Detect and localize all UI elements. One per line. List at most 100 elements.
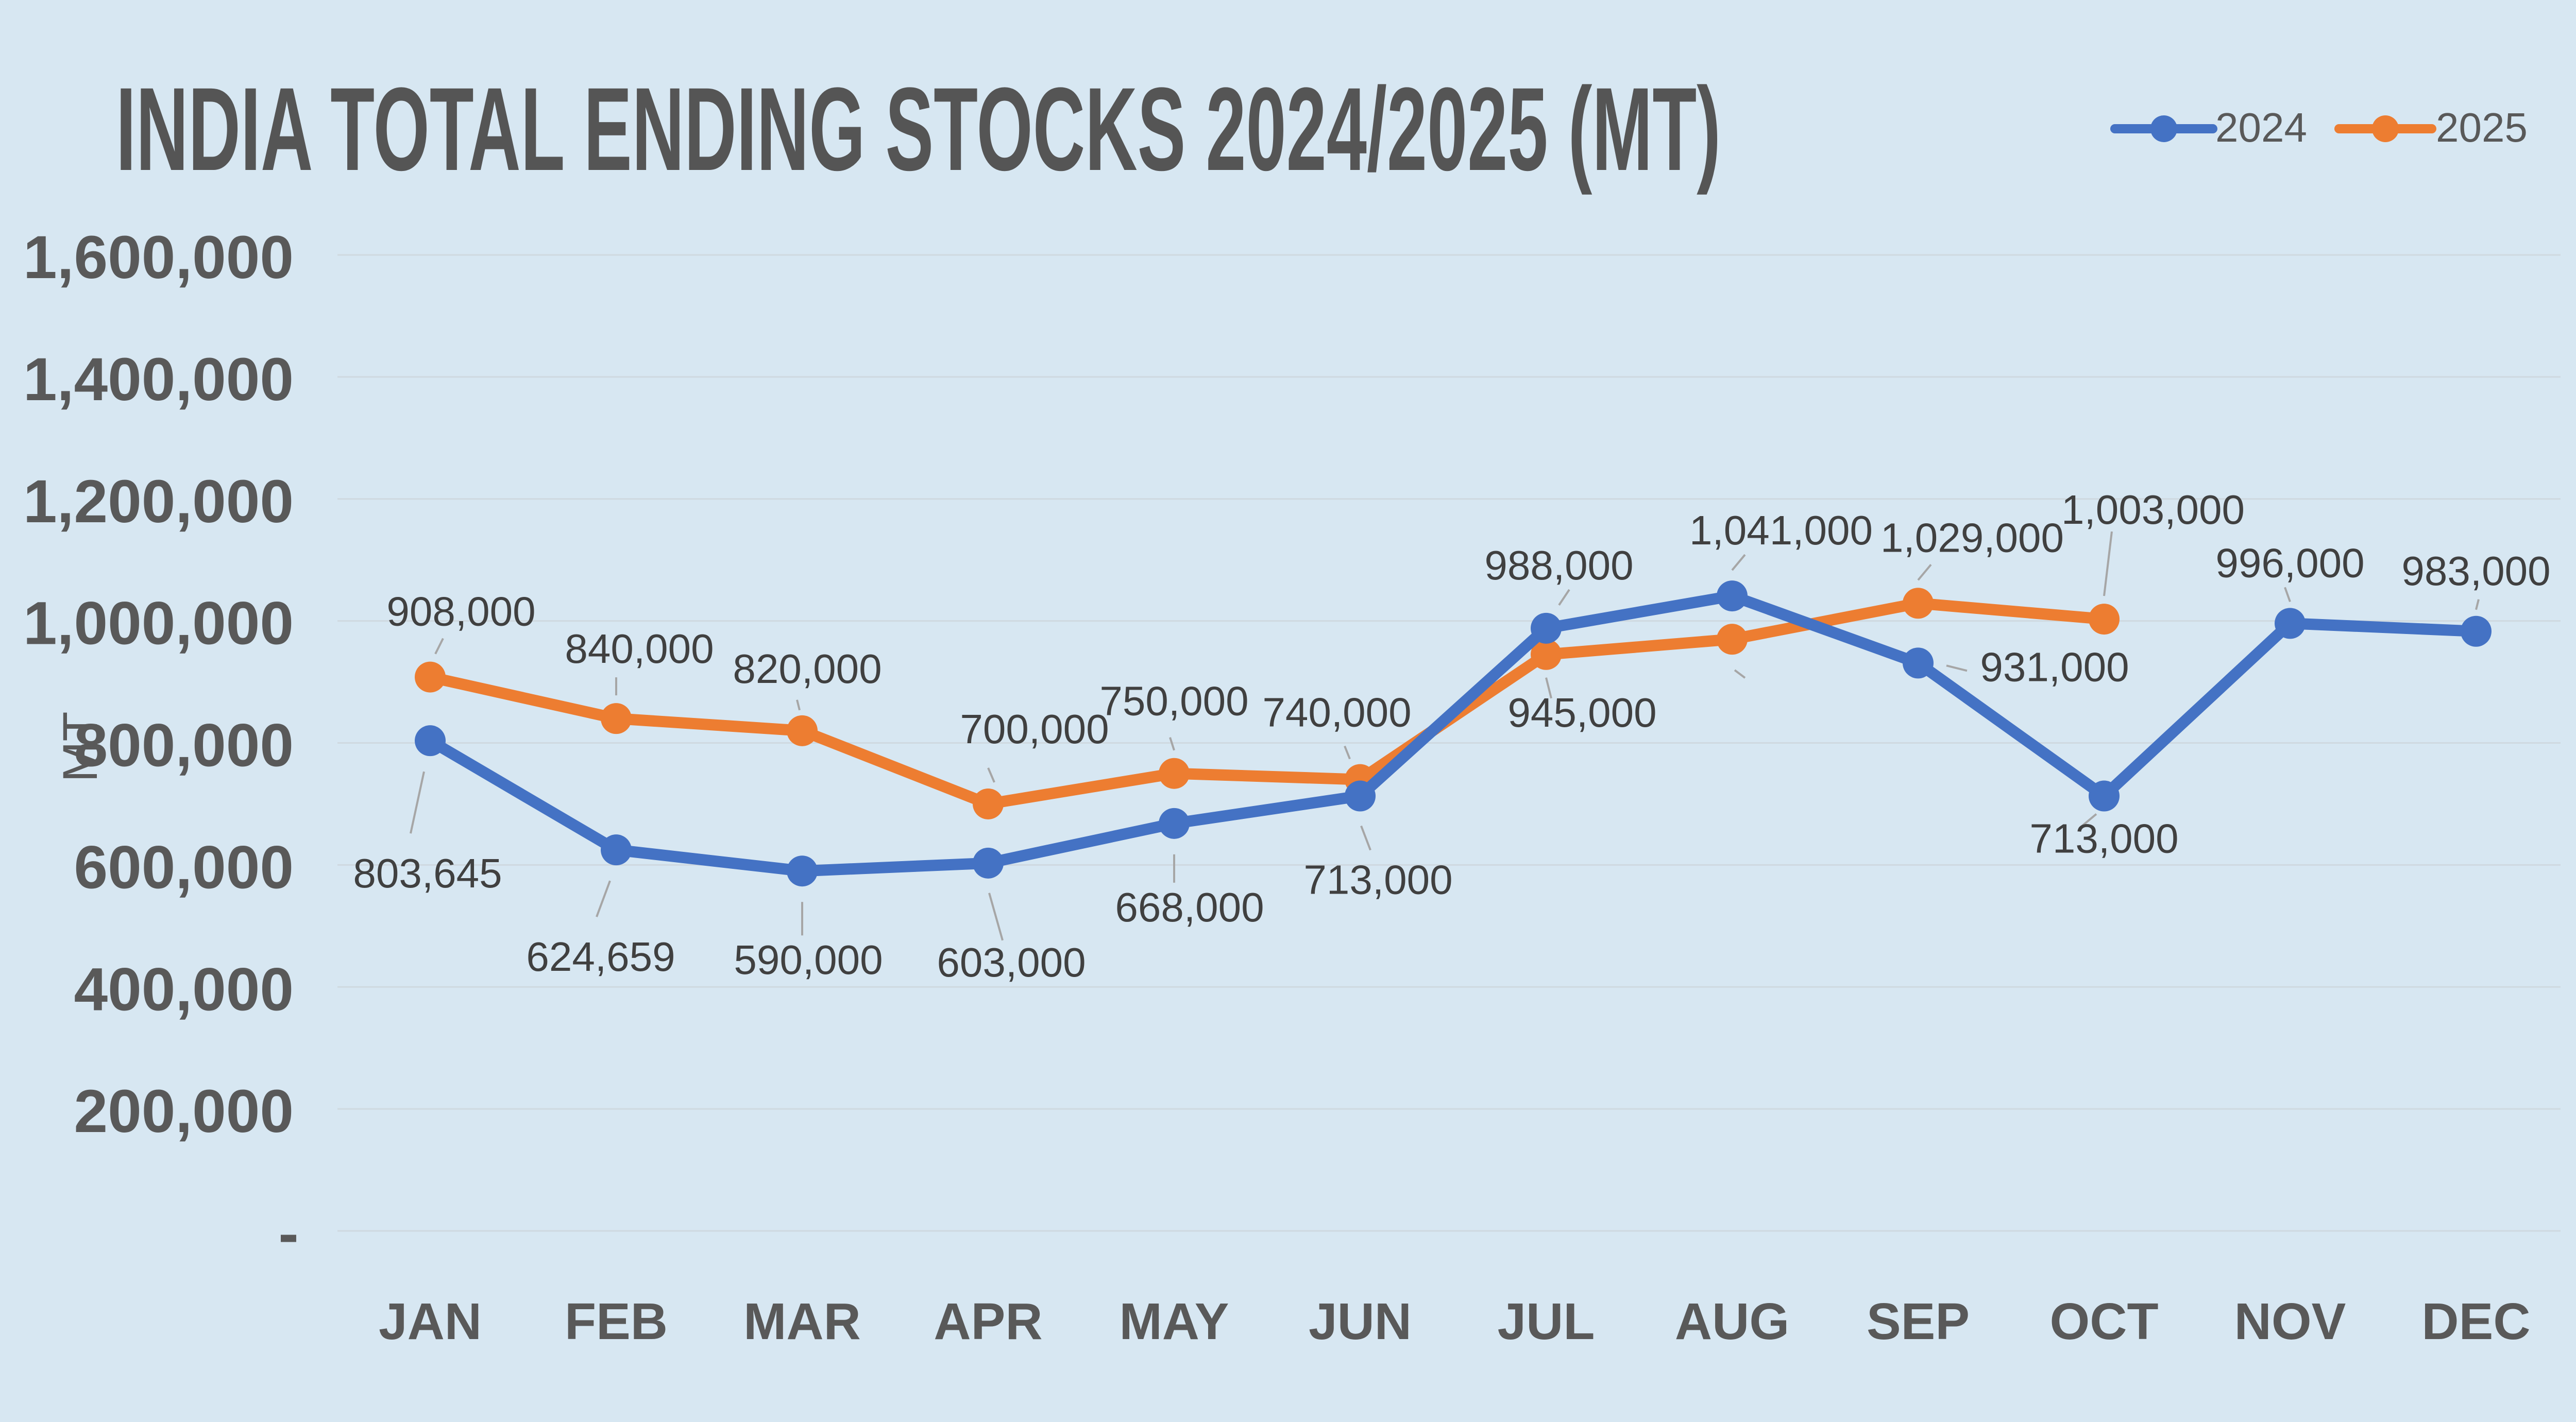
leader-line xyxy=(1946,664,1968,672)
data-point-2025-apr xyxy=(973,788,1004,819)
leader-line xyxy=(988,893,1004,941)
data-point-2024-mar xyxy=(787,855,818,887)
data-label-2024-sep: 931,000 xyxy=(1980,644,2129,690)
legend-marker-2025 xyxy=(2372,115,2399,142)
data-label-2025-oct: 1,003,000 xyxy=(2061,487,2245,533)
data-label-2024-oct: 713,000 xyxy=(2029,816,2178,862)
x-tick-label: NOV xyxy=(2234,1293,2346,1350)
data-point-2025-aug xyxy=(1717,624,1748,655)
data-point-2024-jul xyxy=(1531,612,1562,644)
data-point-2024-feb xyxy=(601,834,632,866)
data-label-2025-jul: 945,000 xyxy=(1507,690,1656,735)
x-tick-label: MAR xyxy=(743,1293,861,1350)
data-point-2024-sep xyxy=(1903,647,1934,679)
y-tick-label: 600,000 xyxy=(74,833,294,901)
data-point-2024-jun xyxy=(1345,780,1376,812)
y-tick-label: 1,200,000 xyxy=(23,468,294,536)
x-tick-label: AUG xyxy=(1675,1293,1789,1350)
leader-line xyxy=(2080,813,2097,828)
x-tick-label: FEB xyxy=(565,1293,668,1350)
data-point-2025-oct xyxy=(2089,604,2120,635)
leader-line xyxy=(1545,677,1552,699)
y-tick-label: 800,000 xyxy=(74,712,294,780)
legend-item-2024: 2024 xyxy=(2110,105,2307,150)
data-label-2024-aug: 1,041,000 xyxy=(1689,507,1873,553)
data-point-2025-sep xyxy=(1903,588,1934,619)
x-axis-ticks: JAN FEB MAR APR MAY JUN JUL AUG SEP OCT NOV DEC xyxy=(379,1293,2531,1350)
data-label-2025-jan: 908,000 xyxy=(386,589,535,635)
leader-line xyxy=(2284,587,2291,603)
leader-line xyxy=(434,638,444,655)
y-tick-label: 1,400,000 xyxy=(23,346,294,414)
leader-line xyxy=(1558,589,1570,606)
data-label-2024-mar: 590,000 xyxy=(734,937,883,983)
x-tick-label: MAY xyxy=(1119,1293,1229,1350)
leader-line xyxy=(410,771,425,834)
data-label-2024-jan: 803,645 xyxy=(353,850,502,896)
data-label-2025-mar: 820,000 xyxy=(733,646,882,692)
leader-line xyxy=(796,699,801,711)
leader-line xyxy=(1731,554,1746,571)
data-label-2024-may: 668,000 xyxy=(1115,884,1264,930)
legend: 2024 2025 xyxy=(2110,105,2528,150)
data-label-2025-sep: 1,029,000 xyxy=(1880,515,2064,560)
data-label-2024-feb: 624,659 xyxy=(526,934,675,980)
data-point-2024-dec xyxy=(2461,615,2492,647)
data-point-2024-aug xyxy=(1717,580,1748,612)
x-tick-label: DEC xyxy=(2421,1293,2530,1350)
leader-line xyxy=(2475,599,2480,610)
x-tick-label: JUL xyxy=(1498,1293,1595,1350)
data-point-2024-oct xyxy=(2089,780,2120,812)
data-label-2024-jul: 988,000 xyxy=(1484,542,1633,588)
series-layer xyxy=(415,580,2492,887)
data-point-2025-feb xyxy=(601,703,632,734)
data-label-2024-dec: 983,000 xyxy=(2401,548,2550,594)
leader-line xyxy=(1344,745,1351,760)
y-tick-label: 200,000 xyxy=(74,1077,294,1145)
data-point-2025-may xyxy=(1159,758,1190,789)
y-axis-label: MT xyxy=(53,711,108,782)
leader-line xyxy=(1917,563,1932,581)
data-label-2024-nov: 996,000 xyxy=(2215,540,2364,586)
legend-marker-2024 xyxy=(2150,115,2177,142)
series-line-2025 xyxy=(425,597,2110,810)
x-tick-label: JUN xyxy=(1309,1293,1412,1350)
leader-line xyxy=(1169,737,1175,751)
series-line-2024 xyxy=(425,590,2482,877)
data-label-2024-jun: 713,000 xyxy=(1303,857,1452,903)
data-point-2024-apr xyxy=(973,847,1004,879)
data-label-2025-jun: 740,000 xyxy=(1262,690,1411,735)
chart-title: INDIA TOTAL ENDING STOCKS 2024/2025 (MT) xyxy=(116,63,1721,195)
data-point-2025-jan xyxy=(415,661,446,693)
gridlines xyxy=(337,254,2561,1232)
x-tick-label: JAN xyxy=(379,1293,482,1350)
x-tick-label: APR xyxy=(934,1293,1042,1350)
y-tick-label: 1,600,000 xyxy=(23,224,294,292)
legend-item-2025: 2025 xyxy=(2334,105,2528,150)
leader-line xyxy=(1360,825,1371,851)
x-tick-label: OCT xyxy=(2049,1293,2158,1350)
data-point-2025-jul xyxy=(1531,639,1562,670)
y-tick-label: 1,000,000 xyxy=(23,590,294,658)
data-point-2024-nov xyxy=(2275,608,2306,639)
y-axis-ticks: - 200,000 400,000 600,000 800,000 1,000,000 1,… xyxy=(23,224,299,1267)
data-label-2025-feb: 840,000 xyxy=(565,626,714,672)
data-label-2025-may: 750,000 xyxy=(1099,678,1248,724)
data-point-2025-mar xyxy=(787,715,818,746)
leader-line xyxy=(1734,669,1746,679)
legend-label-2024: 2024 xyxy=(2215,105,2307,150)
data-point-2024-jan xyxy=(415,725,446,757)
x-tick-label: SEP xyxy=(1867,1293,1970,1350)
legend-label-2025: 2025 xyxy=(2436,105,2528,150)
data-point-2024-may xyxy=(1159,808,1190,839)
data-labels: 803,645 624,659 590,000 603,000 668,000 713,0… xyxy=(353,487,2550,985)
leader-line xyxy=(987,767,995,783)
data-label-2024-apr: 603,000 xyxy=(937,939,1086,985)
data-label-2025-apr: 700,000 xyxy=(960,706,1109,752)
leader-line xyxy=(2103,531,2113,596)
leader-line xyxy=(596,880,611,917)
y-tick-label: - xyxy=(278,1200,298,1267)
y-tick-label: 400,000 xyxy=(74,955,294,1023)
